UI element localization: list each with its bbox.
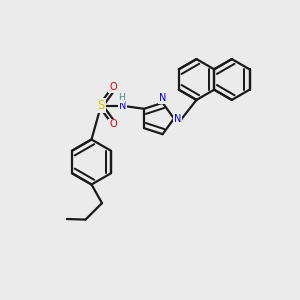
Text: N: N: [119, 101, 126, 111]
Text: S: S: [97, 99, 105, 112]
Text: H: H: [118, 93, 125, 102]
Text: N: N: [159, 93, 166, 103]
Text: N: N: [174, 113, 181, 124]
Text: O: O: [109, 119, 117, 129]
Text: O: O: [109, 82, 117, 92]
